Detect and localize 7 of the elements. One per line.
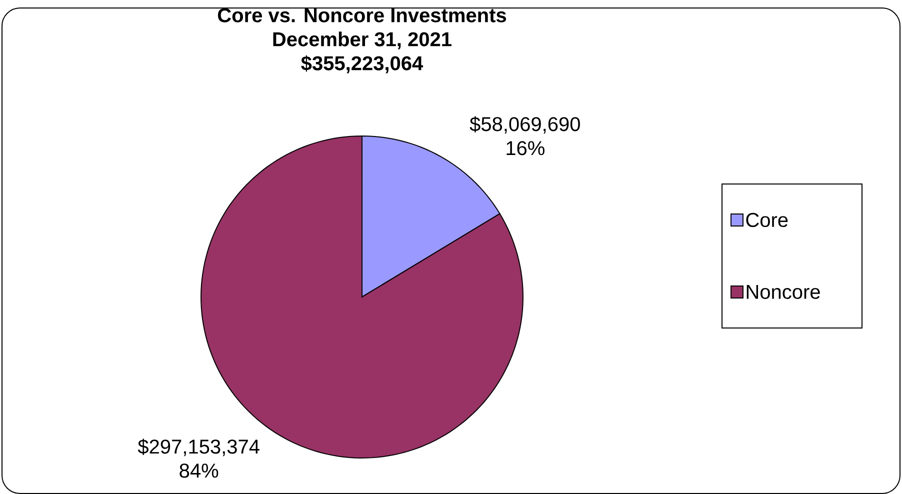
legend-label: Noncore (746, 285, 820, 299)
data-label: $58,069,690 16% (470, 116, 580, 156)
chart-subtitle: December 31, 2021 (273, 32, 452, 50)
legend-label: Core (746, 212, 788, 228)
text: $355,223,064 (301, 55, 424, 74)
chart-title: Core vs. Noncore Investments (218, 8, 506, 22)
data-label: $297,153,374 84% (138, 438, 260, 478)
